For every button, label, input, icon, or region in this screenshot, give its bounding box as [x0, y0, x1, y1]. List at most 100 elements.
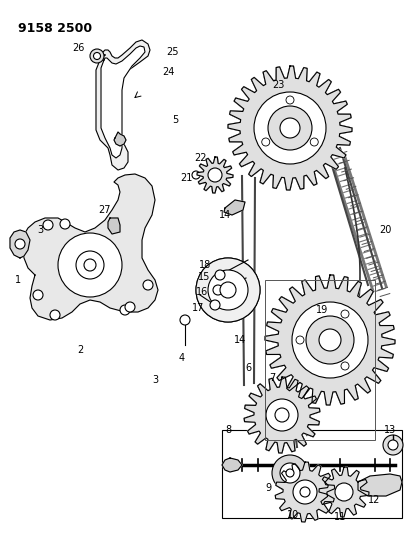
Circle shape [220, 282, 236, 298]
Circle shape [208, 270, 248, 310]
Circle shape [341, 362, 349, 370]
Circle shape [286, 469, 294, 477]
Circle shape [212, 172, 218, 178]
Text: 17: 17 [192, 303, 204, 313]
Polygon shape [222, 458, 242, 472]
Polygon shape [108, 218, 120, 234]
Circle shape [383, 435, 403, 455]
Text: 23: 23 [272, 80, 284, 90]
Polygon shape [114, 132, 126, 146]
Circle shape [341, 310, 349, 318]
Circle shape [275, 408, 289, 422]
Text: 3: 3 [37, 225, 43, 235]
Circle shape [266, 399, 298, 431]
Text: 8: 8 [225, 425, 231, 435]
Circle shape [268, 106, 312, 150]
Text: 16: 16 [196, 287, 208, 297]
Text: 18: 18 [199, 260, 211, 270]
Text: 10: 10 [287, 510, 299, 520]
Circle shape [93, 52, 101, 60]
Polygon shape [244, 377, 320, 453]
Polygon shape [197, 157, 233, 193]
Text: 22: 22 [194, 153, 206, 163]
Text: 9: 9 [265, 483, 271, 493]
Polygon shape [228, 66, 352, 190]
Circle shape [192, 171, 200, 179]
Text: 6: 6 [245, 363, 251, 373]
Polygon shape [319, 467, 369, 517]
Circle shape [43, 220, 53, 230]
Text: 1: 1 [15, 275, 21, 285]
Text: 20: 20 [379, 225, 391, 235]
Circle shape [50, 310, 60, 320]
Circle shape [180, 315, 190, 325]
Text: 4: 4 [179, 353, 185, 363]
Circle shape [125, 302, 135, 312]
Circle shape [319, 329, 341, 351]
Text: 19: 19 [316, 305, 328, 315]
Polygon shape [275, 462, 335, 522]
Polygon shape [358, 474, 402, 496]
Circle shape [84, 259, 96, 271]
Circle shape [58, 233, 122, 297]
Text: 13: 13 [384, 425, 396, 435]
Polygon shape [244, 377, 320, 453]
Circle shape [15, 239, 25, 249]
Text: 9158 2500: 9158 2500 [18, 22, 92, 35]
Circle shape [300, 487, 310, 497]
Text: 27: 27 [98, 205, 110, 215]
Circle shape [306, 316, 354, 364]
Circle shape [262, 138, 270, 146]
Text: 12: 12 [368, 495, 380, 505]
Polygon shape [265, 275, 395, 405]
Polygon shape [101, 46, 145, 158]
Circle shape [208, 168, 222, 182]
Circle shape [335, 483, 353, 501]
Circle shape [143, 280, 153, 290]
Circle shape [215, 270, 225, 280]
Circle shape [90, 49, 104, 63]
Circle shape [286, 96, 294, 104]
Circle shape [292, 302, 368, 378]
Circle shape [196, 258, 260, 322]
Circle shape [296, 336, 304, 344]
Text: 14: 14 [234, 335, 246, 345]
Circle shape [280, 118, 300, 138]
Polygon shape [197, 157, 233, 193]
Text: 25: 25 [166, 47, 178, 57]
Circle shape [310, 138, 318, 146]
Polygon shape [228, 66, 352, 190]
Text: 7: 7 [269, 373, 275, 383]
Polygon shape [10, 230, 30, 258]
Text: 21: 21 [180, 173, 192, 183]
Circle shape [76, 251, 104, 279]
Circle shape [319, 329, 341, 351]
Text: 2: 2 [77, 345, 83, 355]
Circle shape [268, 106, 312, 150]
Circle shape [220, 282, 236, 298]
Circle shape [306, 316, 354, 364]
Text: 5: 5 [172, 115, 178, 125]
Circle shape [208, 270, 248, 310]
Circle shape [388, 440, 398, 450]
Circle shape [280, 463, 300, 483]
Text: 3: 3 [152, 375, 158, 385]
Circle shape [272, 455, 308, 491]
Circle shape [60, 219, 70, 229]
Circle shape [213, 285, 223, 295]
Circle shape [266, 399, 298, 431]
Circle shape [210, 300, 220, 310]
Circle shape [196, 258, 260, 322]
Circle shape [254, 92, 326, 164]
Circle shape [208, 168, 222, 182]
Text: 26: 26 [72, 43, 84, 53]
Text: 15: 15 [198, 272, 210, 282]
Circle shape [280, 118, 300, 138]
Polygon shape [96, 40, 150, 170]
Text: 11: 11 [334, 512, 346, 522]
Text: 24: 24 [162, 67, 174, 77]
Circle shape [254, 92, 326, 164]
Circle shape [292, 302, 368, 378]
Text: 14: 14 [219, 210, 231, 220]
Polygon shape [224, 200, 245, 215]
